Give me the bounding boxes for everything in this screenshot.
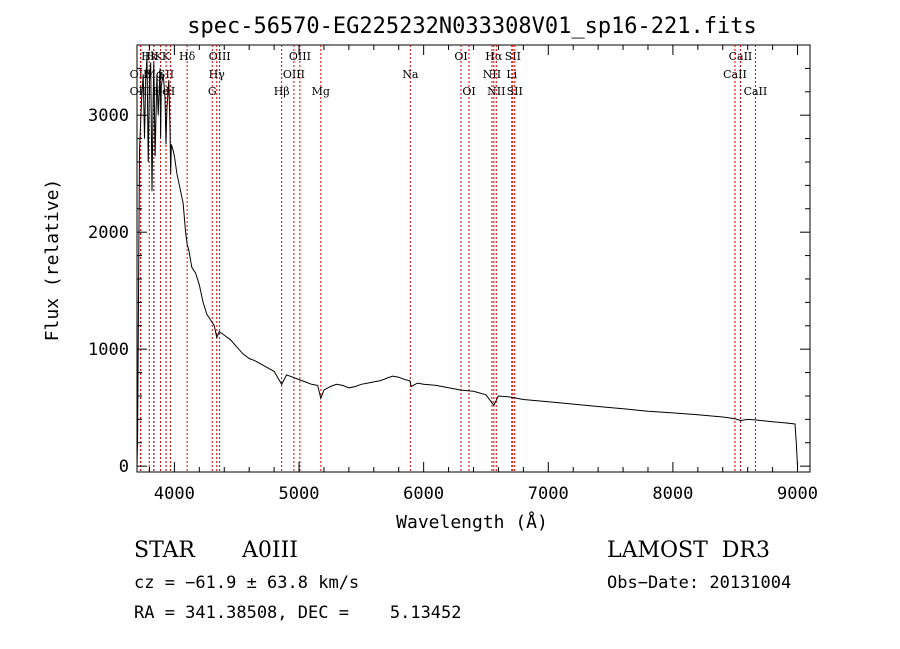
x-tick-label: 4000 bbox=[154, 484, 195, 504]
line-label: SII bbox=[507, 85, 523, 98]
line-label: G bbox=[208, 85, 217, 98]
chart-title: spec-56570-EG225232N033308V01_sp16-221.f… bbox=[187, 14, 757, 39]
y-tick-label: 0 bbox=[119, 457, 129, 477]
y-tick-label: 1000 bbox=[88, 340, 129, 360]
line-label: OI bbox=[462, 85, 475, 98]
x-tick-label: 5000 bbox=[279, 484, 320, 504]
x-axis-label: Wavelength (Å) bbox=[396, 511, 548, 533]
line-label: OIII bbox=[283, 68, 305, 81]
x-tick-label: 6000 bbox=[403, 484, 444, 504]
line-label: Na bbox=[402, 68, 419, 81]
observation-date: Obs−Date: 20131004 bbox=[607, 573, 792, 593]
line-label: CaII bbox=[723, 68, 747, 81]
line-label: OIII bbox=[209, 50, 231, 63]
y-tick-label: 2000 bbox=[88, 223, 129, 243]
x-tick-label: 9000 bbox=[777, 484, 818, 504]
plot-frame bbox=[136, 44, 811, 473]
object-class: STAR bbox=[134, 538, 195, 563]
object-subclass: A0III bbox=[242, 538, 298, 563]
line-label: H bbox=[166, 85, 176, 98]
survey-name: LAMOST DR3 bbox=[607, 538, 770, 563]
y-tick-label: 3000 bbox=[88, 106, 129, 126]
coordinates: RA = 341.38508, DEC = 5.13452 bbox=[134, 603, 462, 623]
redshift-velocity: cz = −61.9 ± 63.8 km/s bbox=[134, 573, 360, 593]
x-tick-label: 7000 bbox=[528, 484, 569, 504]
line-label: Hγ bbox=[209, 68, 226, 81]
line-label: Hα bbox=[485, 50, 503, 63]
x-tick-label: 8000 bbox=[652, 484, 693, 504]
line-label: HK bbox=[145, 50, 164, 63]
line-label: OI bbox=[454, 50, 467, 63]
line-label: Mg bbox=[312, 85, 330, 98]
line-label: NII bbox=[483, 68, 501, 81]
line-label: Hδ bbox=[179, 50, 196, 63]
line-label: NII bbox=[487, 85, 505, 98]
line-label: CaII bbox=[729, 50, 753, 63]
line-label: K bbox=[162, 50, 171, 63]
line-label: SII bbox=[505, 50, 521, 63]
line-label: Li bbox=[506, 68, 517, 81]
line-label: OIII bbox=[289, 50, 311, 63]
y-axis-label: Flux (relative) bbox=[42, 179, 63, 342]
spectrum-series bbox=[136, 56, 798, 467]
line-label: CaII bbox=[744, 85, 768, 98]
line-label: Hβ bbox=[274, 85, 290, 98]
